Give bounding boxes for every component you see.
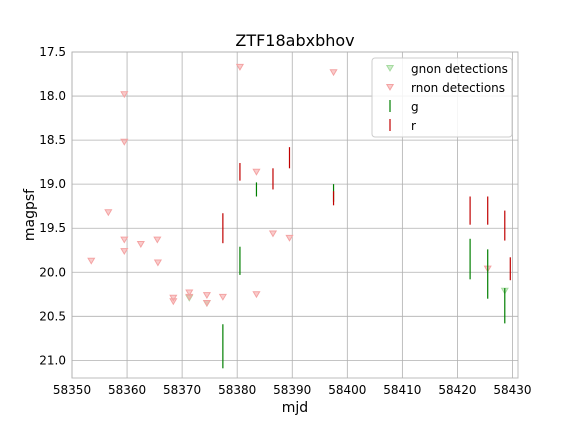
- x-tick-label: 58370: [163, 383, 201, 397]
- x-tick-label: 58410: [383, 383, 421, 397]
- r-nondetection-point: [87, 257, 96, 265]
- x-tick-label: 58400: [328, 383, 366, 397]
- chart-title: ZTF18abxbhov: [235, 31, 354, 50]
- legend-label: gnon detections: [411, 62, 508, 76]
- r-nondetection-point: [185, 293, 194, 301]
- r-nondetection-point: [120, 91, 129, 99]
- r-nondetection-point: [120, 236, 129, 244]
- x-tick-label: 58380: [218, 383, 256, 397]
- y-tick-label: 18.0: [39, 89, 66, 103]
- r-nondetection-point: [285, 234, 294, 242]
- tick-labels: 58350 58360 58370 58380 58390 58400 58410 58420…: [39, 45, 531, 397]
- r-nondetection-point: [120, 248, 129, 255]
- legend-marker: [385, 83, 395, 91]
- r-nondetection-point: [252, 291, 261, 299]
- r-nondetection-point: [202, 292, 211, 300]
- x-tick-label: 58350: [53, 383, 91, 397]
- legend-frame: [371, 57, 513, 138]
- legend-marker: [385, 64, 395, 72]
- r-nondetection-point: [202, 300, 211, 307]
- x-tick-label: 58420: [438, 383, 476, 397]
- r-nondetection-point: [268, 230, 278, 238]
- y-tick-label: 19.5: [39, 221, 66, 235]
- r-nondetection-point: [252, 168, 261, 176]
- r-nondetection-point: [120, 138, 129, 146]
- x-tick-label: 58390: [273, 383, 311, 397]
- x-axis-label: mjd: [282, 400, 308, 416]
- x-tick-label: 58430: [493, 383, 531, 397]
- legend-label: rnon detections: [411, 81, 505, 95]
- x-tick-label: 58360: [108, 383, 146, 397]
- legend-label: g: [411, 100, 419, 114]
- y-axis-label: magpsf: [22, 188, 38, 241]
- legend-label: r: [411, 119, 416, 133]
- y-tick-label: 21.0: [39, 353, 66, 367]
- r-nondetection-point: [218, 293, 227, 301]
- r-nondetection-point: [136, 241, 145, 248]
- y-tick-label: 20.5: [39, 309, 66, 323]
- r-nondetection-point: [153, 259, 162, 267]
- r-nondetection-point: [169, 294, 178, 302]
- data-marks: [87, 63, 511, 369]
- y-tick-label: 20.0: [39, 265, 66, 279]
- y-tick-label: 18.5: [39, 133, 66, 147]
- r-nondetection-point: [329, 69, 338, 77]
- r-nondetection-point: [235, 63, 245, 71]
- r-nondetection-point: [104, 209, 113, 217]
- y-tick-label: 19.0: [39, 177, 66, 191]
- y-tick-label: 17.5: [39, 45, 66, 59]
- legend: gnon detections rnon detections gr: [371, 57, 513, 138]
- r-nondetection-point: [153, 236, 162, 244]
- r-nondetection-point: [169, 298, 178, 306]
- r-nondetection-point: [185, 289, 194, 297]
